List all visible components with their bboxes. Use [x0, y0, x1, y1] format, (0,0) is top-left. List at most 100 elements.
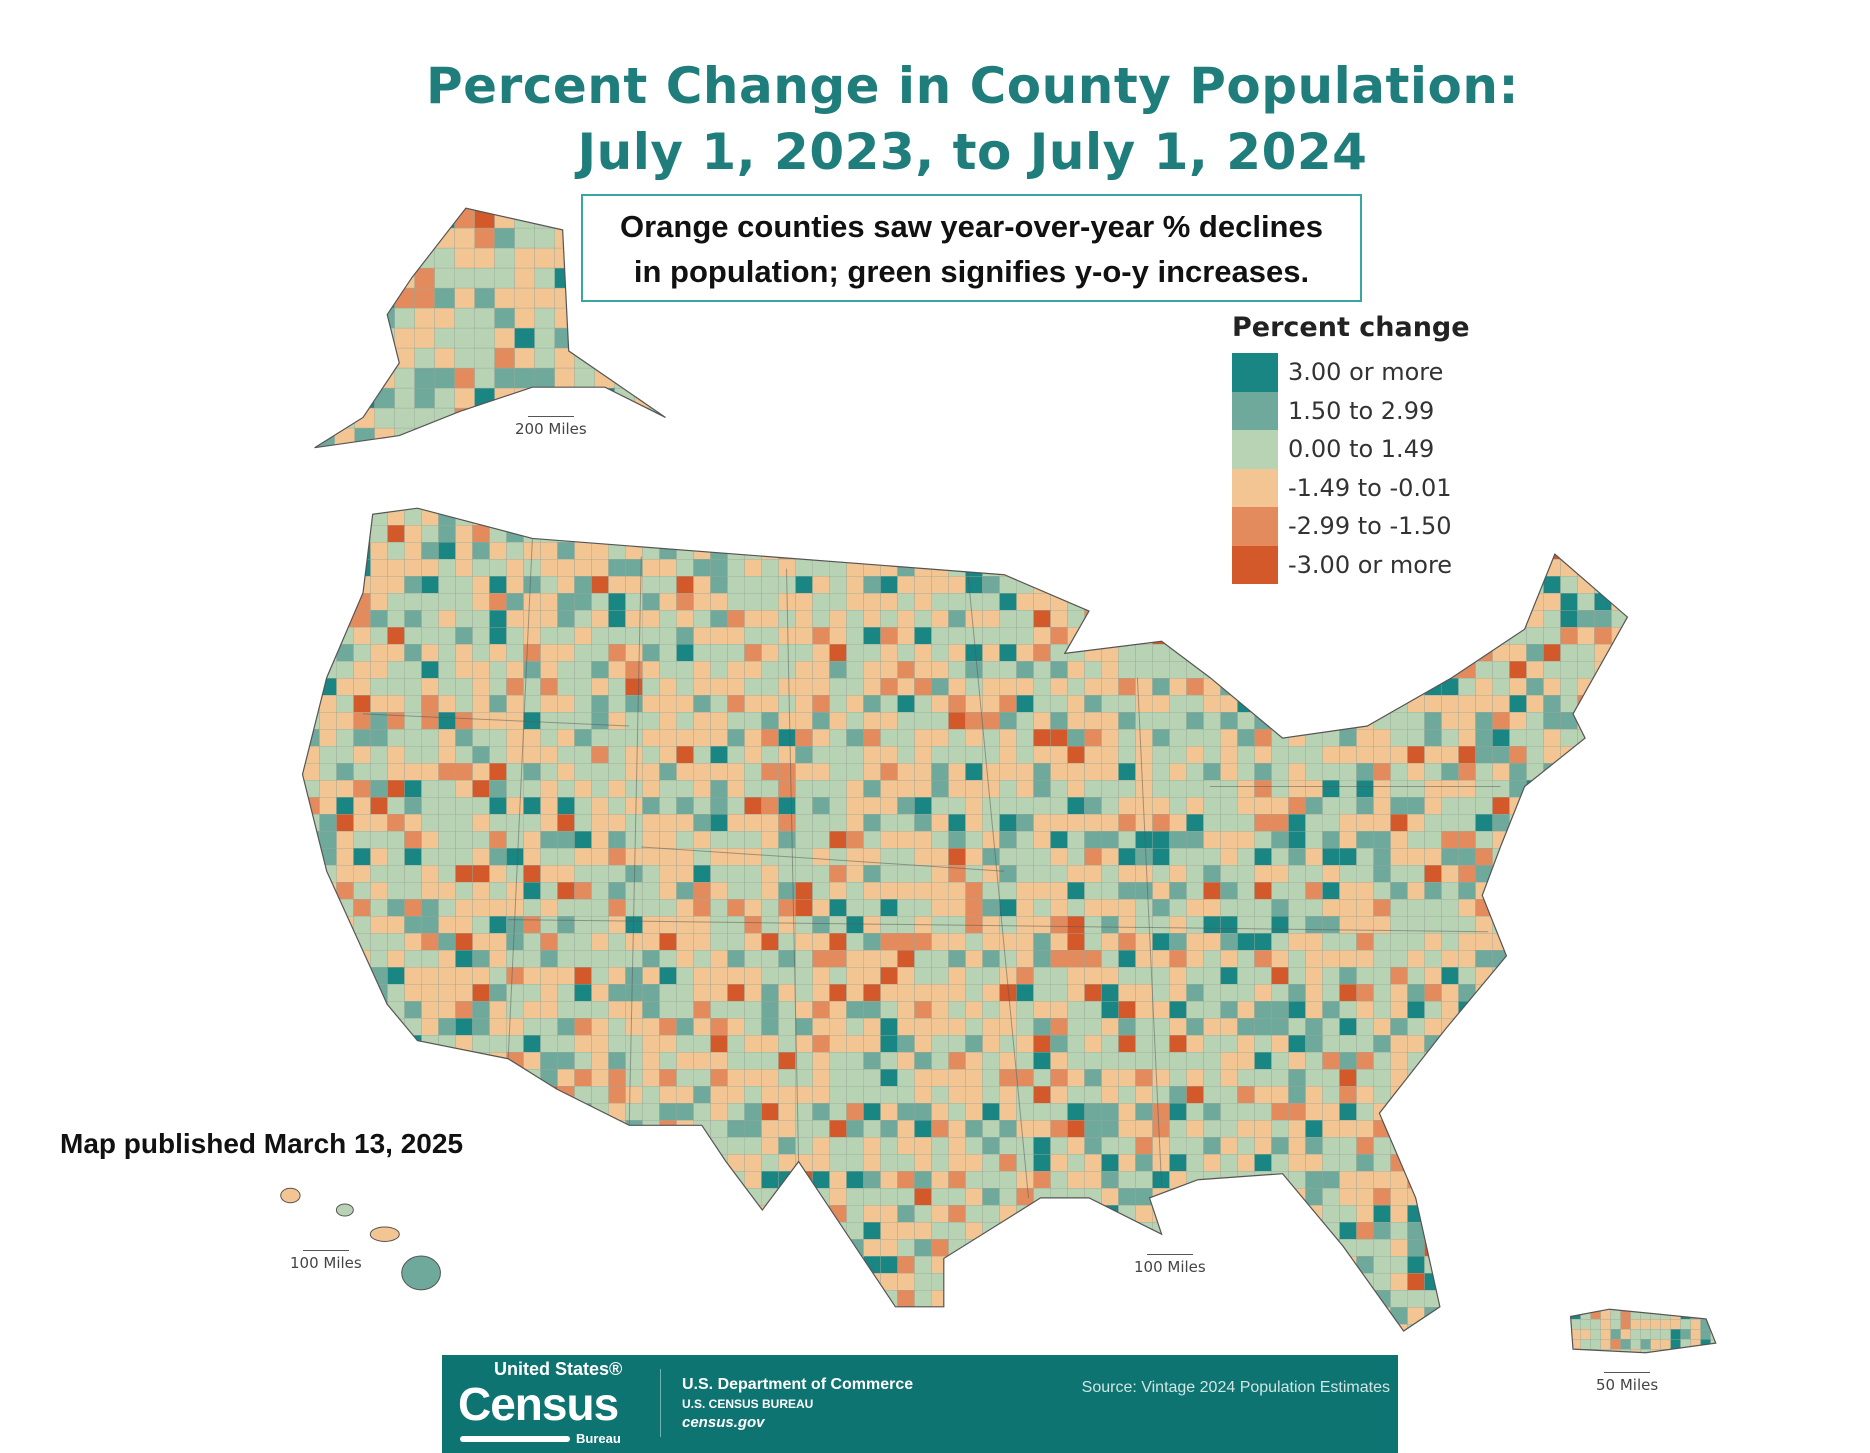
county-cell [931, 763, 949, 781]
county-cell [557, 542, 575, 560]
county-cell [1152, 882, 1170, 900]
county-cell [1407, 644, 1425, 662]
county-cell [1475, 1153, 1493, 1172]
county-cell [931, 1119, 949, 1138]
county-cell [761, 746, 779, 764]
county-cell [455, 1068, 473, 1087]
census-logo[interactable]: United States® Census Bureau [458, 1359, 638, 1449]
county-cell [574, 678, 592, 696]
county-cell [965, 542, 983, 560]
county-cell [914, 1306, 932, 1325]
county-cell [1594, 695, 1612, 713]
county-cell [710, 712, 728, 730]
county-cell [489, 1153, 507, 1172]
county-cell [1390, 967, 1408, 985]
county-cell [1339, 831, 1357, 849]
county-cell [1254, 661, 1289, 679]
county-cell [1492, 1323, 1510, 1331]
county-cell [1169, 525, 1187, 543]
county-cell [812, 508, 830, 526]
county-cell [370, 746, 388, 764]
county-cell [1135, 1306, 1170, 1325]
county-cell [642, 1102, 660, 1121]
county-cell [1390, 933, 1408, 951]
county-cell [506, 865, 524, 883]
county-cell [494, 407, 515, 429]
county-cell [914, 661, 932, 679]
county-cell [1509, 916, 1544, 934]
county-cell [654, 247, 666, 269]
county-cell [727, 865, 745, 883]
county-cell [1458, 950, 1476, 968]
county-cell [654, 267, 666, 289]
county-cell [1458, 1119, 1493, 1138]
county-cell [1016, 1102, 1034, 1121]
county-cell [1067, 559, 1085, 577]
county-cell [1390, 695, 1408, 713]
county-cell [1543, 984, 1578, 1002]
county-cell [574, 1289, 592, 1308]
county-cell [472, 542, 490, 560]
county-cell [608, 1170, 643, 1189]
county-cell [319, 967, 337, 985]
county-cell [676, 525, 694, 543]
county-cell [1271, 712, 1289, 730]
county-cell [1356, 1323, 1391, 1331]
county-cell [302, 695, 320, 713]
county-cell [846, 593, 864, 611]
county-cell [625, 729, 643, 747]
county-cell [795, 508, 813, 526]
county-cell [1509, 1136, 1527, 1155]
county-cell [1016, 525, 1051, 543]
county-cell [1254, 593, 1289, 611]
county-cell [634, 307, 655, 329]
county-cell [574, 247, 595, 269]
county-cell [795, 933, 813, 951]
county-cell [1220, 1136, 1238, 1155]
county-cell [914, 1238, 932, 1257]
county-cell [438, 967, 456, 985]
county-cell [1254, 1255, 1272, 1274]
county-cell [1611, 695, 1628, 713]
county-cell [1101, 1170, 1119, 1189]
county-cell [931, 933, 949, 951]
county-cell [642, 593, 660, 611]
county-cell [1169, 1289, 1187, 1308]
county-cell [1050, 627, 1068, 645]
county-cell [1305, 627, 1323, 645]
county-cell [1152, 1102, 1170, 1121]
county-cell [472, 576, 490, 594]
county-cell [1526, 1289, 1561, 1308]
county-cell [625, 695, 643, 713]
county-cell [1152, 644, 1170, 662]
county-cell [999, 678, 1017, 696]
county-cell [744, 1323, 762, 1331]
county-cell [608, 695, 626, 713]
county-cell [1543, 1272, 1578, 1291]
county-cell [1016, 1289, 1034, 1308]
county-cell [795, 1221, 813, 1240]
county-cell [1220, 729, 1238, 747]
county-cell [1271, 695, 1289, 713]
county-cell [654, 307, 666, 329]
county-cell [489, 1068, 507, 1087]
county-cell [1543, 1187, 1578, 1206]
county-cell [897, 712, 915, 730]
county-cell [1169, 814, 1187, 832]
county-cell [489, 1034, 507, 1053]
county-cell [1475, 661, 1493, 679]
county-cell [1509, 678, 1527, 696]
census-website-link[interactable]: census.gov [682, 1414, 765, 1431]
county-cell [591, 1272, 609, 1291]
county-cell [897, 661, 915, 679]
county-cell [761, 610, 779, 628]
county-cell [1594, 610, 1612, 628]
county-cell [591, 695, 609, 713]
county-cell [634, 347, 655, 369]
county-cell [1390, 848, 1408, 866]
county-cell [829, 1136, 847, 1155]
county-cell [1016, 1034, 1034, 1053]
county-cell [948, 1306, 966, 1325]
county-cell [965, 831, 983, 849]
county-cell [1650, 1329, 1661, 1340]
